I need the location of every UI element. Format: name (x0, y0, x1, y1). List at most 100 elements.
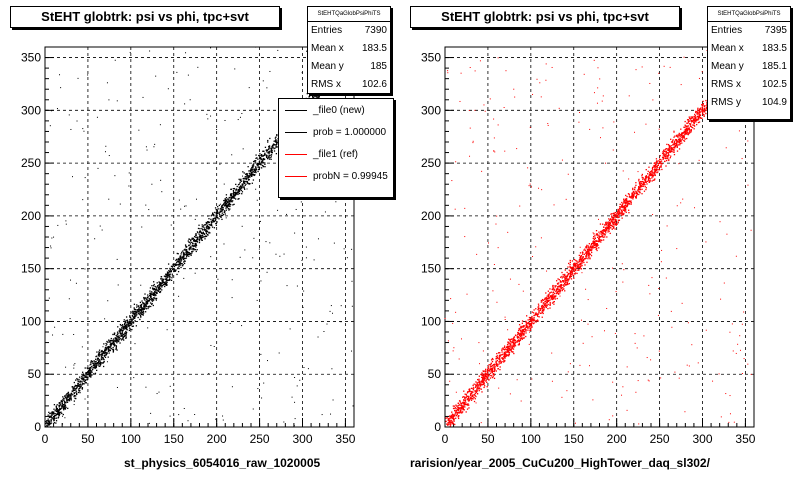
left-data-point (73, 395, 75, 398)
left-data-point (252, 173, 254, 176)
left-data-point (66, 396, 68, 398)
left-background-point (299, 379, 301, 381)
left-data-point (202, 225, 205, 227)
right-data-point (493, 367, 496, 369)
left-data-point (189, 246, 191, 249)
left-data-point (174, 263, 176, 265)
left-data-point (219, 215, 221, 217)
left-data-point (214, 217, 217, 220)
left-data-point (232, 200, 234, 202)
right-data-point (549, 303, 551, 305)
left-background-point (151, 183, 153, 185)
left-data-point (251, 165, 254, 167)
left-data-point (204, 238, 206, 240)
left-data-point (276, 134, 278, 136)
right-data-point (499, 352, 501, 354)
right-data-point (491, 369, 494, 371)
left-data-point (92, 364, 95, 367)
right-data-point (547, 307, 549, 310)
right-data-point (485, 378, 487, 380)
right-data-point (641, 185, 643, 187)
left-data-point (211, 222, 213, 224)
left-data-point (216, 221, 218, 223)
right-data-point (451, 413, 454, 415)
right-data-point (502, 347, 504, 349)
right-data-point (482, 383, 484, 386)
right-data-point (701, 113, 704, 115)
right-data-point (459, 402, 462, 404)
left-data-point (186, 255, 188, 257)
left-data-point (236, 191, 239, 193)
right-data-point (480, 381, 482, 383)
left-data-point (262, 160, 264, 162)
right-data-point (596, 245, 598, 248)
right-data-point (505, 353, 507, 355)
left-data-point (152, 287, 154, 289)
right-data-point (507, 350, 509, 352)
right-data-point (571, 273, 573, 275)
right-data-point (683, 139, 685, 142)
left-data-point (276, 134, 278, 137)
right-data-point (573, 270, 575, 273)
left-data-point (97, 364, 99, 366)
right-data-point (507, 350, 510, 352)
right-data-point (487, 368, 489, 370)
left-data-point (268, 146, 270, 148)
right-data-point (624, 208, 627, 210)
right-data-point (547, 290, 549, 292)
right-data-point (603, 229, 605, 231)
left-background-point (127, 323, 129, 325)
left-data-point (215, 208, 217, 211)
right-data-point (535, 312, 537, 314)
left-background-point (215, 418, 217, 420)
left-data-point (273, 147, 275, 150)
right-data-point (632, 188, 634, 191)
left-data-point (275, 146, 278, 148)
left-data-point (191, 248, 194, 250)
left-data-point (133, 308, 136, 310)
left-data-point (57, 412, 60, 414)
left-background-point (81, 346, 83, 348)
left-background-point (224, 119, 226, 121)
left-data-point (309, 94, 311, 96)
left-data-point (248, 179, 250, 181)
left-background-point (150, 412, 152, 414)
right-data-point (492, 368, 494, 370)
left-data-point (190, 246, 192, 249)
right-data-point (693, 115, 695, 118)
left-data-point (72, 387, 74, 389)
left-data-point (69, 396, 71, 398)
left-data-point (170, 270, 173, 273)
right-data-point (582, 259, 585, 261)
left-data-point (255, 169, 257, 171)
right-data-point (555, 290, 557, 293)
right-data-point (478, 384, 481, 386)
left-data-point (153, 293, 155, 296)
left-data-point (187, 253, 189, 256)
left-data-point (200, 231, 202, 233)
left-data-point (128, 324, 130, 326)
left-data-point (317, 96, 319, 98)
left-data-point (262, 158, 264, 161)
right-data-point (521, 330, 523, 332)
right-data-point (536, 319, 538, 322)
left-data-point (238, 183, 241, 185)
left-data-point (160, 282, 162, 285)
right-data-point (694, 116, 696, 119)
left-data-point (116, 337, 118, 339)
left-data-point (250, 169, 253, 171)
left-background-point (156, 393, 158, 395)
right-data-point (521, 338, 523, 340)
right-data-point (676, 146, 678, 148)
left-data-point (237, 188, 240, 191)
right-data-point (576, 272, 578, 275)
right-data-point (628, 212, 630, 214)
right-data-point (466, 395, 469, 397)
right-data-point (693, 125, 696, 127)
right-data-point (497, 357, 499, 360)
left-data-point (256, 157, 258, 159)
left-data-point (104, 354, 107, 356)
right-data-point (697, 109, 699, 111)
left-data-point (220, 214, 223, 216)
left-data-point (129, 322, 132, 324)
